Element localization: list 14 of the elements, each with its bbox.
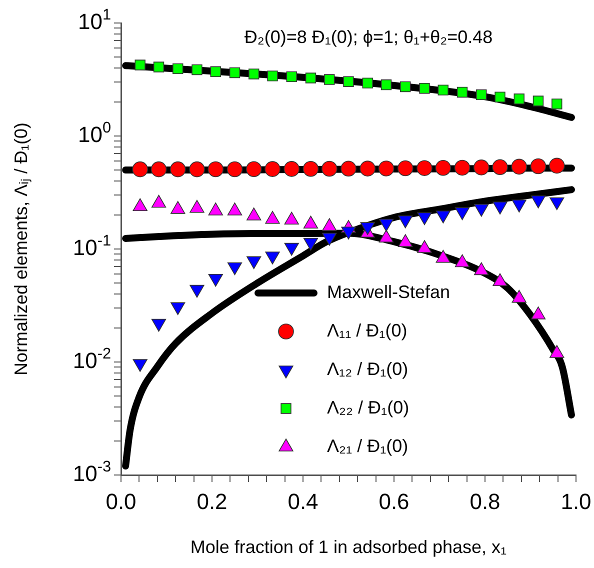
x-tick-label: 1.0 [560, 489, 592, 514]
x-tick-label: 0.2 [196, 489, 228, 514]
x-tick-label: 0.0 [106, 489, 136, 514]
x-tick-label: 0.4 [288, 489, 318, 514]
y-axis-title: Normalized elements, Λᵢⱼ / Đ₁(0) [10, 122, 32, 376]
legend-label: Maxwell-Stefan [327, 282, 450, 302]
legend-label: Λ₂₁ / Đ₁(0) [327, 436, 408, 456]
x-tick-label: 0.6 [378, 489, 410, 514]
legend-label: Λ₁₂ / Đ₁(0) [327, 358, 408, 379]
x-tick-label: 0.8 [470, 489, 500, 514]
legend-label: Λ₁₁ / Đ₁(0) [327, 320, 408, 340]
annotation: Đ₂(0)=8 Đ₁(0); ϕ=1; θ₁+θ₂=0.48 [244, 26, 493, 47]
legend-label: Λ₂₂ / Đ₁(0) [327, 397, 410, 418]
x-axis-title: Mole fraction of 1 in adsorbed phase, x₁ [190, 536, 507, 557]
